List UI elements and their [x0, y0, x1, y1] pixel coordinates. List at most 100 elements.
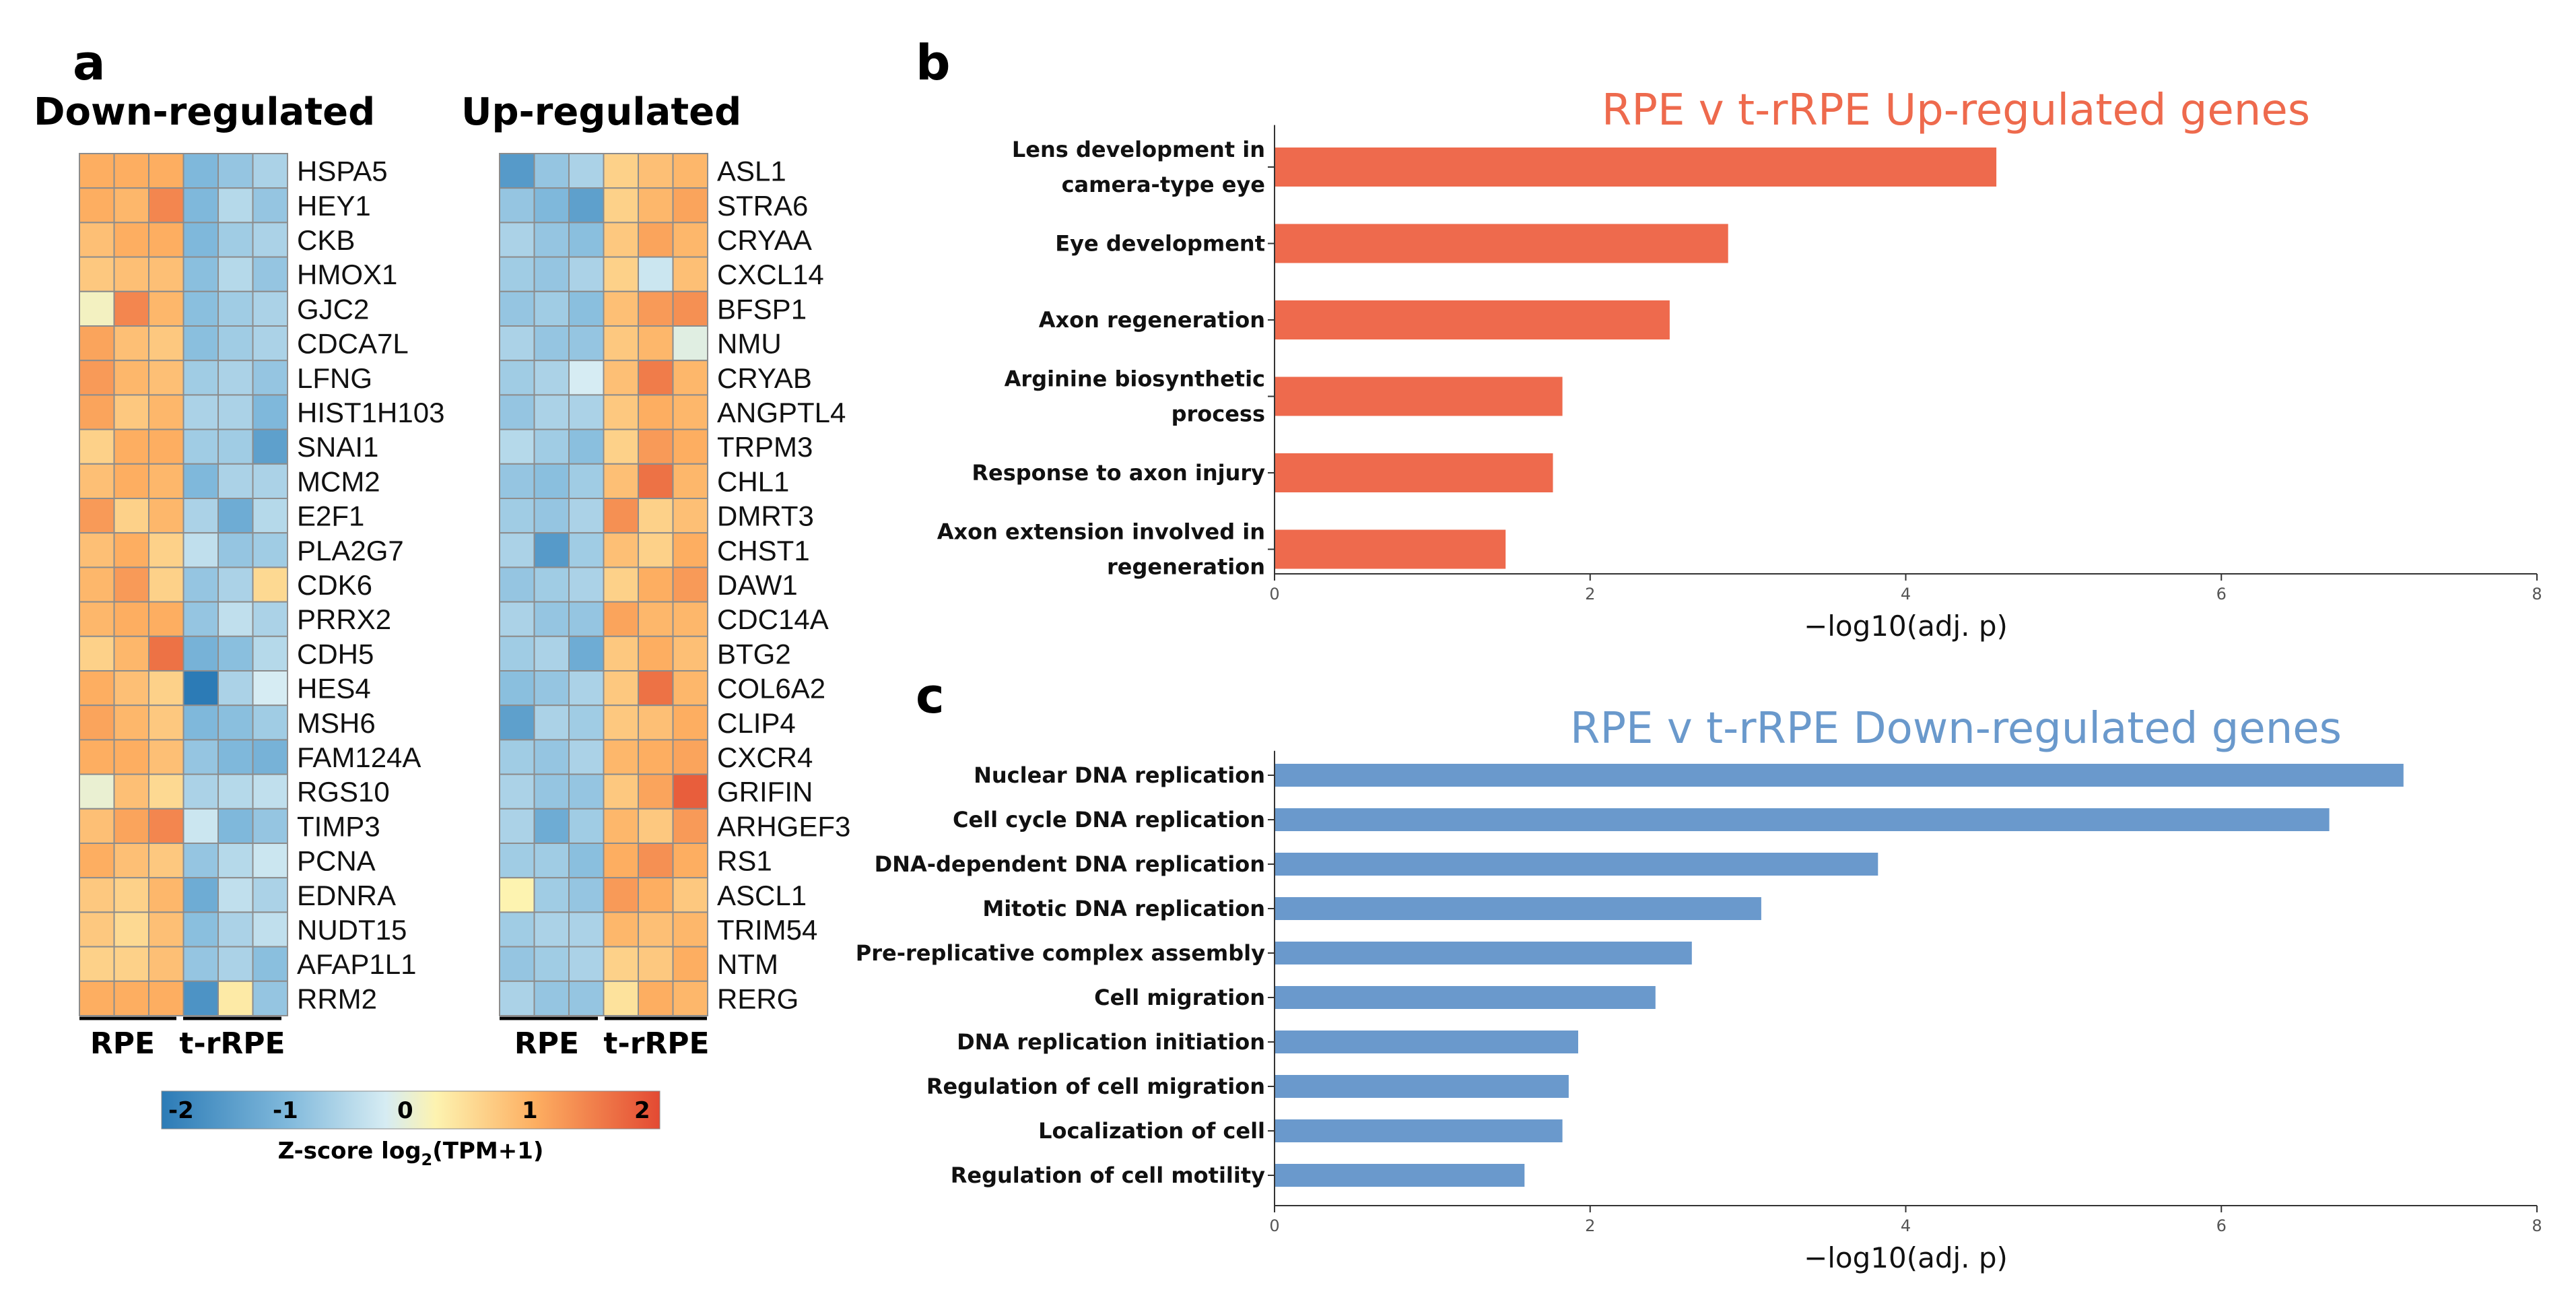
heatmap-cell	[217, 843, 254, 879]
heatmap-cell	[533, 635, 570, 672]
category-label-line: Response to axon injury	[972, 460, 1265, 486]
heatmap-cell	[148, 532, 184, 568]
colorbar-tick-neg1: -1	[273, 1097, 298, 1124]
heatmap-cell	[638, 463, 674, 499]
x-tick-label: 6	[2216, 585, 2227, 603]
heatmap-cell	[148, 911, 184, 948]
gene-label: TRPM3	[717, 431, 813, 463]
heatmap-cell	[568, 290, 605, 327]
heatmap-cell	[568, 187, 605, 224]
heatmap-cell	[79, 773, 115, 810]
heatmap-cell	[568, 601, 605, 637]
heatmap-cell	[148, 773, 184, 810]
bar	[1275, 764, 2404, 787]
bar	[1275, 1164, 1525, 1187]
gene-label: RERG	[717, 983, 799, 1014]
gene-label: ASCL1	[717, 880, 807, 911]
category-label-line: Lens development in	[1012, 137, 1265, 162]
gene-label: CDK6	[297, 569, 372, 601]
heatmap-cell	[148, 428, 184, 465]
heatmap-cell	[182, 222, 219, 258]
chart-title: RPE v t-rRPE Down-regulated genes	[1570, 704, 2342, 754]
heatmap-cell	[252, 911, 288, 948]
heatmap-cell	[672, 635, 708, 672]
heatmap-cell	[638, 566, 674, 603]
heatmap-cell	[533, 670, 570, 707]
heatmap-cell	[638, 428, 674, 465]
category-label: Localization of cell	[1038, 1118, 1265, 1144]
gene-label: CDC14A	[717, 603, 829, 635]
heatmap-cell	[533, 222, 570, 258]
heatmap-cell	[672, 877, 708, 913]
category-label-line: Axon extension involved in	[937, 519, 1265, 545]
gene-label: PLA2G7	[297, 535, 404, 566]
heatmap-cell	[638, 187, 674, 224]
category-label-line: regeneration	[1107, 554, 1265, 580]
gene-label: BFSP1	[717, 293, 807, 325]
heatmap-cell	[182, 911, 219, 948]
colorbar-title-main: Z-score log	[278, 1138, 421, 1165]
chart-title: RPE v t-rRPE Up-regulated genes	[1602, 86, 2310, 135]
heatmap-cell	[217, 980, 254, 1017]
heatmap-cell	[672, 566, 708, 603]
heatmap-cell	[603, 980, 639, 1017]
heatmap-up: ASL1STRA6CRYAACXCL14BFSP1NMUCRYABANGPTL4…	[499, 153, 850, 1017]
heatmap-cell	[638, 877, 674, 913]
heatmap-cell	[252, 739, 288, 775]
heatmap-cell	[638, 222, 674, 258]
heatmap-cell	[638, 808, 674, 845]
heatmap-cell	[603, 256, 639, 292]
gene-label: TRIM54	[717, 914, 817, 946]
heatmap-cell	[499, 877, 535, 913]
heatmap-cell	[148, 256, 184, 292]
gene-label: NTM	[717, 948, 778, 980]
heatmap-cell	[217, 773, 254, 810]
heatmap-cell	[113, 843, 149, 879]
heatmap-cell	[148, 808, 184, 845]
heatmap-cell	[638, 325, 674, 362]
heatmap-cell	[79, 256, 115, 292]
heatmap-cell	[182, 394, 219, 430]
heatmap-cell	[79, 360, 115, 396]
heatmap-cell	[499, 290, 535, 327]
heatmap-cell	[217, 463, 254, 499]
heatmap-cell	[252, 256, 288, 292]
heatmap-cell	[568, 808, 605, 845]
colorbar-tick-neg2: -2	[168, 1097, 194, 1124]
heatmap-cell	[79, 394, 115, 430]
category-label-line: process	[1172, 401, 1265, 427]
heatmap-cell	[217, 705, 254, 741]
colorbar: -2 -1 0 1 2 Z-score log2(TPM+1)	[161, 1090, 660, 1169]
heatmap-cell	[148, 980, 184, 1017]
heatmap-cell	[79, 911, 115, 948]
bar	[1275, 942, 1692, 964]
heatmap-cell	[217, 946, 254, 982]
heatmap-up-title: Up-regulated	[461, 90, 741, 134]
heatmap-cell	[568, 877, 605, 913]
heatmap-cell	[568, 532, 605, 568]
heatmap-cell	[113, 911, 149, 948]
category-label: Regulation of cell migration	[926, 1074, 1265, 1099]
heatmap-cell	[672, 980, 708, 1017]
heatmap-cell	[252, 980, 288, 1017]
heatmap-cell	[148, 601, 184, 637]
heatmap-cell	[533, 290, 570, 327]
heatmap-cell	[603, 739, 639, 775]
x-tick-label: 0	[1269, 1216, 1279, 1235]
heatmap-cell	[79, 601, 115, 637]
heatmap-cell	[79, 739, 115, 775]
heatmap-cell	[638, 843, 674, 879]
heatmap-cell	[182, 153, 219, 189]
heatmap-cell	[533, 325, 570, 362]
heatmap-cell	[568, 705, 605, 741]
heatmap-cell	[217, 808, 254, 845]
category-label-line: Mitotic DNA replication	[982, 896, 1265, 921]
heatmap-cell	[672, 808, 708, 845]
heatmap-cell	[182, 498, 219, 534]
heatmap-cell	[499, 498, 535, 534]
bar	[1275, 1119, 1563, 1142]
category-label: Axon extension involved in regeneration	[937, 519, 1265, 580]
heatmap-cell	[603, 360, 639, 396]
heatmap-cell	[252, 705, 288, 741]
category-label: Response to axon injury	[972, 460, 1265, 486]
